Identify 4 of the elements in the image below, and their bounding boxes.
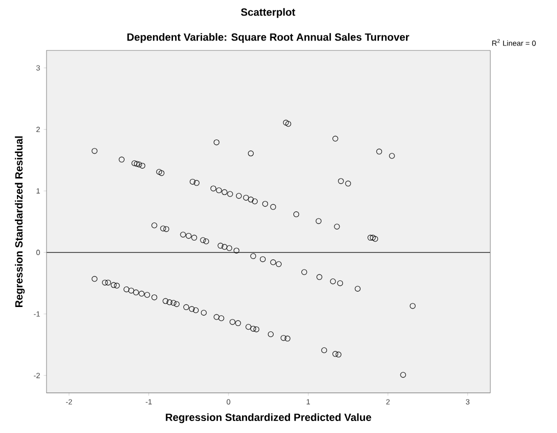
y-axis-title: Regression Standardized Residual — [14, 136, 25, 308]
chart-title: Scatterplot — [240, 8, 296, 18]
chart-subtitle: Dependent Variable: Square Root Annual Sales Turnover — [127, 33, 410, 43]
x-axis-title: Regression Standardized Predicted Value — [166, 413, 372, 424]
